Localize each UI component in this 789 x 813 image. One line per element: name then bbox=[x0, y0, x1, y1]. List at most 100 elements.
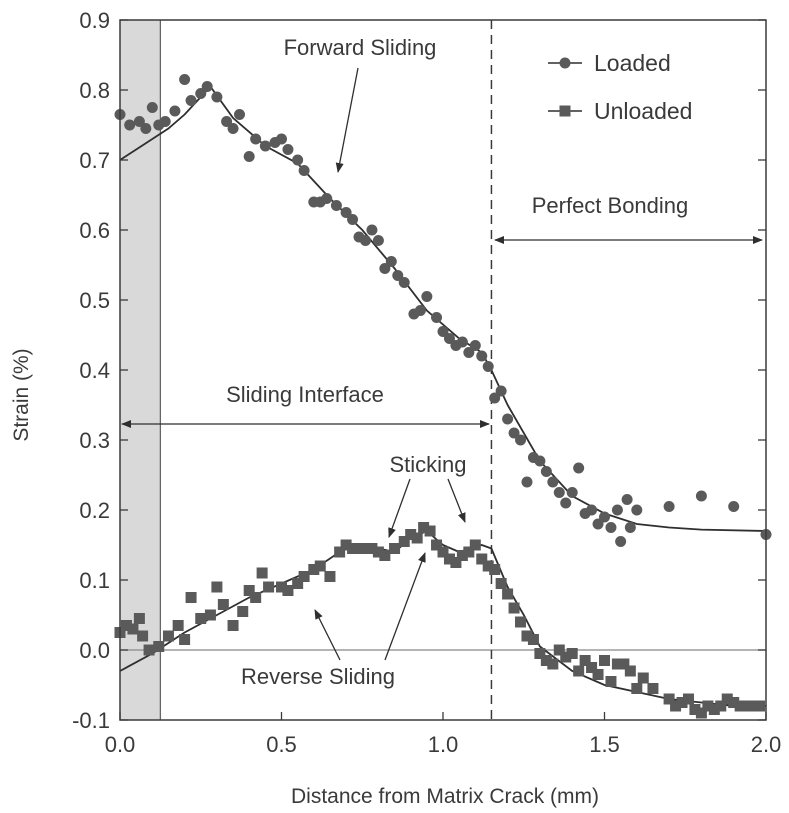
data-point-unloaded-6 bbox=[153, 641, 165, 652]
data-point-unloaded-44 bbox=[450, 557, 462, 568]
annotation-forward-sliding-label: Forward Sliding bbox=[284, 35, 437, 60]
y-tick-label-2: 0.1 bbox=[79, 568, 110, 593]
y-tick-label-10: 0.9 bbox=[79, 8, 110, 33]
data-point-unloaded-61 bbox=[560, 651, 572, 663]
data-point-loaded-73 bbox=[631, 504, 643, 516]
data-point-loaded-21 bbox=[282, 144, 294, 155]
data-point-unloaded-35 bbox=[389, 543, 401, 554]
y-tick-label-1: 0.0 bbox=[79, 638, 110, 663]
data-point-loaded-17 bbox=[250, 133, 262, 145]
data-point-loaded-72 bbox=[624, 522, 636, 533]
data-point-unloaded-4 bbox=[137, 630, 149, 642]
legend-item-loaded: Loaded bbox=[548, 50, 671, 76]
data-point-unloaded-86 bbox=[734, 700, 746, 712]
data-point-loaded-7 bbox=[169, 105, 181, 117]
data-point-loaded-71 bbox=[621, 494, 633, 505]
data-point-unloaded-1 bbox=[120, 620, 132, 631]
data-point-loaded-45 bbox=[456, 336, 468, 348]
data-point-loaded-60 bbox=[553, 487, 565, 498]
data-point-loaded-1 bbox=[124, 119, 136, 131]
data-point-unloaded-49 bbox=[482, 560, 494, 572]
data-point-loaded-55 bbox=[521, 476, 533, 488]
x-axis-title: Distance from Matrix Crack (mm) bbox=[291, 785, 599, 808]
data-point-unloaded-67 bbox=[599, 655, 610, 666]
legend-unloaded-label: Unloaded bbox=[594, 98, 692, 124]
axes bbox=[119, 19, 767, 721]
data-point-unloaded-55 bbox=[521, 630, 533, 642]
annotation-sticking-label: Sticking bbox=[389, 452, 466, 477]
data-point-loaded-67 bbox=[599, 511, 610, 523]
annotation-sticking: Sticking bbox=[388, 452, 467, 538]
data-point-unloaded-30 bbox=[347, 543, 359, 554]
data-point-unloaded-32 bbox=[366, 543, 378, 554]
data-point-unloaded-48 bbox=[476, 553, 488, 565]
data-point-loaded-23 bbox=[298, 165, 310, 176]
data-point-unloaded-2 bbox=[127, 623, 139, 635]
y-tick-label-8: 0.7 bbox=[79, 148, 110, 173]
data-point-loaded-28 bbox=[340, 207, 352, 218]
data-point-unloaded-52 bbox=[502, 588, 514, 600]
data-point-unloaded-47 bbox=[469, 539, 481, 551]
y-tick-label-3: 0.2 bbox=[79, 498, 110, 523]
series-layer bbox=[114, 74, 772, 719]
data-point-unloaded-58 bbox=[540, 655, 552, 666]
data-point-unloaded-24 bbox=[298, 571, 310, 582]
data-point-loaded-14 bbox=[227, 123, 239, 134]
data-point-unloaded-11 bbox=[195, 613, 207, 624]
data-point-unloaded-7 bbox=[162, 630, 174, 642]
y-tick-label-5: 0.4 bbox=[79, 358, 110, 383]
data-point-loaded-74 bbox=[663, 501, 675, 512]
y-tick-label-9: 0.8 bbox=[79, 78, 110, 103]
data-point-unloaded-87 bbox=[744, 700, 756, 712]
x-tick-label-4: 2.0 bbox=[751, 732, 782, 757]
data-point-loaded-22 bbox=[292, 154, 304, 166]
data-point-loaded-65 bbox=[586, 504, 598, 516]
data-point-unloaded-20 bbox=[263, 581, 275, 593]
data-point-loaded-11 bbox=[201, 81, 213, 92]
data-point-loaded-69 bbox=[611, 504, 623, 516]
data-point-loaded-63 bbox=[573, 462, 585, 474]
data-point-loaded-26 bbox=[321, 193, 333, 204]
data-point-loaded-2 bbox=[133, 116, 145, 127]
data-point-loaded-53 bbox=[508, 427, 520, 439]
data-point-loaded-62 bbox=[566, 487, 578, 498]
data-point-loaded-43 bbox=[443, 333, 455, 344]
data-point-loaded-66 bbox=[592, 518, 604, 530]
data-point-loaded-47 bbox=[469, 340, 481, 351]
annotation-reverse-sliding-arrow-right bbox=[384, 552, 426, 661]
data-point-loaded-48 bbox=[476, 350, 488, 362]
data-point-loaded-27 bbox=[330, 200, 342, 211]
data-point-unloaded-56 bbox=[527, 634, 539, 645]
annotation-perfect-bonding: Perfect Bonding bbox=[494, 193, 763, 244]
data-point-unloaded-41 bbox=[431, 539, 443, 551]
y-tick-label-7: 0.6 bbox=[79, 218, 110, 243]
data-point-unloaded-50 bbox=[489, 564, 501, 575]
legend: Loaded Unloaded bbox=[548, 50, 692, 124]
annotation-reverse-sliding: Reverse Sliding bbox=[241, 552, 426, 689]
data-point-unloaded-71 bbox=[624, 665, 636, 677]
data-point-unloaded-10 bbox=[185, 592, 197, 603]
data-point-unloaded-45 bbox=[456, 550, 468, 561]
data-point-loaded-16 bbox=[243, 151, 255, 162]
legend-unloaded-marker bbox=[559, 105, 571, 117]
data-point-unloaded-69 bbox=[611, 658, 623, 670]
data-point-loaded-15 bbox=[234, 109, 246, 120]
data-point-loaded-4 bbox=[146, 102, 158, 113]
data-point-loaded-41 bbox=[431, 312, 443, 323]
series-loaded bbox=[114, 74, 772, 547]
data-point-unloaded-43 bbox=[443, 553, 455, 565]
data-point-loaded-18 bbox=[259, 140, 271, 152]
data-point-unloaded-62 bbox=[566, 648, 578, 659]
data-point-unloaded-42 bbox=[437, 546, 449, 558]
data-point-unloaded-85 bbox=[728, 697, 740, 708]
data-point-loaded-12 bbox=[211, 91, 223, 103]
data-point-loaded-75 bbox=[695, 490, 707, 502]
data-point-loaded-68 bbox=[605, 522, 617, 533]
data-point-unloaded-68 bbox=[605, 676, 617, 687]
y-tick-label-0: -0.1 bbox=[72, 708, 110, 733]
data-point-unloaded-36 bbox=[398, 536, 410, 547]
data-point-unloaded-26 bbox=[314, 560, 326, 572]
data-point-loaded-59 bbox=[547, 476, 559, 488]
data-point-unloaded-34 bbox=[379, 550, 391, 561]
